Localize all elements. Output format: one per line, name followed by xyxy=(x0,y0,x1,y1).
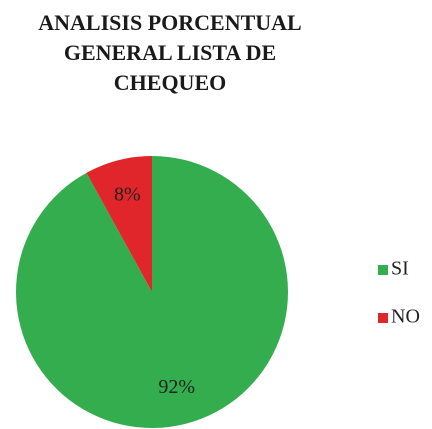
legend-swatch xyxy=(378,265,388,275)
data-label: 8% xyxy=(114,183,141,205)
chart-title: ANALISIS PORCENTUAL GENERAL LISTA DE CHE… xyxy=(38,10,302,95)
data-label: 92% xyxy=(158,376,195,398)
legend-label: SI xyxy=(391,258,409,280)
legend-swatch xyxy=(378,313,388,323)
pie-slice xyxy=(86,156,152,292)
legend-label: NO xyxy=(391,306,420,328)
